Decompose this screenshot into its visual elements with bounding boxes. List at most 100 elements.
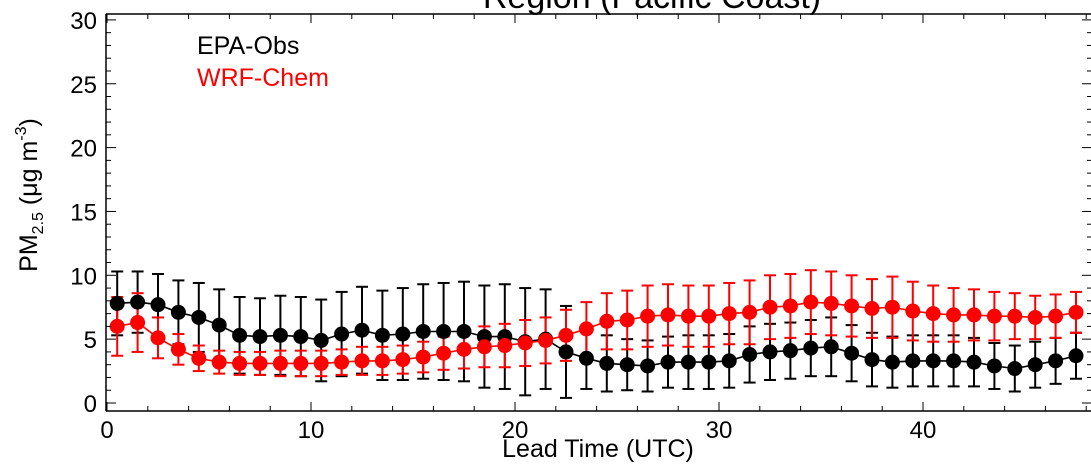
epa-obs-point	[1007, 361, 1023, 377]
wrf-chem-point	[660, 307, 676, 323]
wrf-chem-point	[109, 318, 125, 334]
wrf-chem-point	[782, 298, 798, 314]
wrf-chem-point	[599, 313, 615, 329]
x-axis-ticks: 0 10 20 30 40	[100, 14, 1087, 444]
wrf-chem-point	[864, 301, 880, 317]
wrf-chem-point	[150, 330, 166, 346]
y-tick-label: 10	[70, 263, 97, 290]
epa-obs-point	[374, 327, 390, 343]
wrf-chem-point	[803, 294, 819, 310]
wrf-chem-point	[905, 303, 921, 319]
x-tick-label: 10	[298, 417, 325, 444]
epa-obs-point	[762, 344, 778, 360]
epa-obs-point	[1027, 357, 1043, 373]
epa-obs-point	[701, 354, 717, 370]
wrf-chem-point	[619, 312, 635, 328]
epa-obs-point	[191, 309, 207, 325]
wrf-chem-point	[354, 353, 370, 369]
wrf-chem-point	[925, 306, 941, 322]
epa-obs-point	[1048, 353, 1064, 369]
wrf-chem-point	[823, 295, 839, 311]
wrf-chem-point	[436, 345, 452, 361]
wrf-chem-point	[252, 355, 268, 371]
epa-obs-point	[578, 350, 594, 366]
wrf-chem-point	[884, 299, 900, 315]
wrf-chem-point	[313, 355, 329, 371]
wrf-chem-point	[395, 352, 411, 368]
epa-obs-point	[619, 357, 635, 373]
epa-obs-point	[782, 343, 798, 359]
y-tick-label: 30	[70, 8, 97, 35]
wrf-chem-point	[232, 355, 248, 371]
wrf-chem-point	[130, 315, 146, 331]
epa-obs-point	[599, 355, 615, 371]
wrf-chem-point	[578, 321, 594, 337]
epa-obs-point	[232, 327, 248, 343]
wrf-chem-point	[1068, 304, 1084, 320]
wrf-chem-point	[762, 299, 778, 315]
x-tick-label: 30	[706, 417, 733, 444]
wrf-chem-point	[538, 332, 554, 348]
plot-area	[109, 269, 1084, 399]
wrf-chem-point	[844, 298, 860, 314]
chart-title: Region (Pacific Coast)	[483, 0, 821, 16]
wrf-chem-point	[558, 327, 574, 343]
epa-obs-point	[293, 329, 309, 345]
x-axis-title: Lead Time (UTC)	[502, 435, 694, 463]
y-axis-ticks: 0 5 10 15 20 25 30	[70, 8, 1091, 418]
epa-obs-point	[313, 332, 329, 348]
epa-obs-point	[844, 345, 860, 361]
epa-obs-point	[742, 346, 758, 362]
epa-obs-point	[1068, 348, 1084, 364]
wrf-chem-point	[191, 350, 207, 366]
epa-obs-point	[680, 354, 696, 370]
wrf-chem-point	[374, 353, 390, 369]
wrf-chem-point	[742, 304, 758, 320]
epa-obs-point	[334, 326, 350, 342]
wrf-chem-point	[497, 338, 513, 354]
y-tick-label: 20	[70, 136, 97, 163]
y-tick-label: 0	[84, 391, 97, 418]
epa-obs-point	[905, 353, 921, 369]
y-axis-title: PM2.5 (μg m-3)	[13, 118, 47, 272]
epa-obs-point	[986, 358, 1002, 374]
wrf-chem-point	[272, 355, 288, 371]
wrf-chem-point	[721, 306, 737, 322]
epa-obs-point	[272, 327, 288, 343]
y-tick-label: 15	[70, 199, 97, 226]
x-tick-label: 0	[100, 417, 113, 444]
epa-obs-point	[130, 294, 146, 310]
wrf-chem-point	[1027, 309, 1043, 325]
wrf-chem-point	[680, 308, 696, 324]
wrf-chem-point	[966, 307, 982, 323]
epa-obs-point	[823, 339, 839, 355]
epa-obs-point	[640, 358, 656, 374]
wrf-chem-point	[476, 339, 492, 355]
legend: EPA-Obs WRF-Chem	[197, 32, 329, 92]
epa-obs-point	[558, 344, 574, 360]
wrf-chem-point	[170, 341, 186, 357]
epa-obs-point	[864, 352, 880, 368]
wrf-chem-point	[334, 354, 350, 370]
y-tick-label: 25	[70, 72, 97, 99]
wrf-chem-point	[640, 308, 656, 324]
epa-obs-point	[721, 353, 737, 369]
epa-obs-point	[109, 295, 125, 311]
x-tick-label: 40	[910, 417, 937, 444]
x-tick-label: 20	[502, 417, 529, 444]
wrf-chem-point	[415, 349, 431, 365]
epa-obs-point	[660, 354, 676, 370]
wrf-chem-point	[701, 308, 717, 324]
epa-obs-point	[354, 322, 370, 338]
epa-obs-point	[211, 317, 227, 333]
wrf-chem-point	[1007, 308, 1023, 324]
wrf-chem-point	[517, 335, 533, 351]
wrf-chem-point	[986, 308, 1002, 324]
epa-obs-point	[415, 323, 431, 339]
wrf-chem-series	[109, 294, 1084, 371]
legend-wrf-chem: WRF-Chem	[197, 64, 329, 92]
legend-epa-obs: EPA-Obs	[197, 32, 299, 60]
epa-obs-point	[946, 353, 962, 369]
epa-obs-point	[884, 354, 900, 370]
